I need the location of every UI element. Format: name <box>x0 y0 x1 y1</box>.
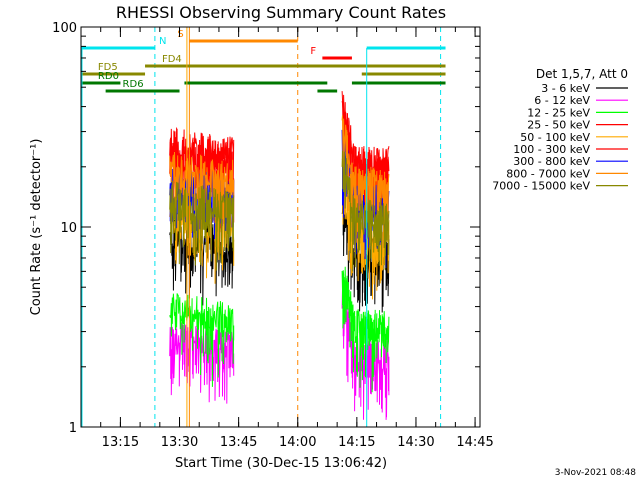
y-tick-label: 100 <box>52 21 77 36</box>
legend-label: 3 - 6 keV <box>541 82 590 95</box>
series-trace <box>169 322 235 404</box>
annotation-label: FD4 <box>162 54 182 65</box>
legend-label: 50 - 100 keV <box>520 131 590 144</box>
legend-label: 100 - 300 keV <box>513 143 590 156</box>
legend-label: 800 - 7000 keV <box>506 167 590 180</box>
footer-date: 3-Nov-2021 08:48 <box>555 468 637 478</box>
x-tick-label: 13:15 <box>102 435 139 450</box>
series-trace <box>341 266 390 393</box>
y-tick-label: 10 <box>60 221 77 236</box>
legend-label: 12 - 25 keV <box>527 106 590 119</box>
legend-label: 6 - 12 keV <box>534 94 590 107</box>
annotation-label: RD6 <box>123 79 144 90</box>
x-tick-label: 13:30 <box>161 435 198 450</box>
annotation-label: F <box>310 46 316 57</box>
x-tick-label: 14:45 <box>456 435 493 450</box>
legend-label: 7000 - 15000 keV <box>492 180 590 193</box>
legend-title: Det 1,5,7, Att 0 <box>536 67 628 81</box>
series-trace <box>169 180 235 271</box>
x-tick-label: 14:00 <box>279 435 316 450</box>
series-trace <box>169 151 235 243</box>
x-tick-label: 13:45 <box>220 435 257 450</box>
legend-label: 25 - 50 keV <box>527 119 590 132</box>
chart-title: RHESSI Observing Summary Count Rates <box>116 3 446 22</box>
annotation-label: FD5 <box>98 62 118 73</box>
series-trace <box>169 293 235 387</box>
y-axis-label: Count Rate (s⁻¹ detector⁻¹) <box>29 139 44 316</box>
x-tick-label: 14:15 <box>338 435 375 450</box>
annotation-label: RD0 <box>98 71 119 82</box>
annotation-label: N <box>159 36 166 47</box>
x-axis-label: Start Time (30-Dec-15 13:06:42) <box>175 456 387 471</box>
annotation-label: S <box>177 29 183 40</box>
legend-label: 300 - 800 keV <box>513 155 590 168</box>
x-tick-label: 14:30 <box>397 435 434 450</box>
y-tick-label: 1 <box>69 421 77 436</box>
